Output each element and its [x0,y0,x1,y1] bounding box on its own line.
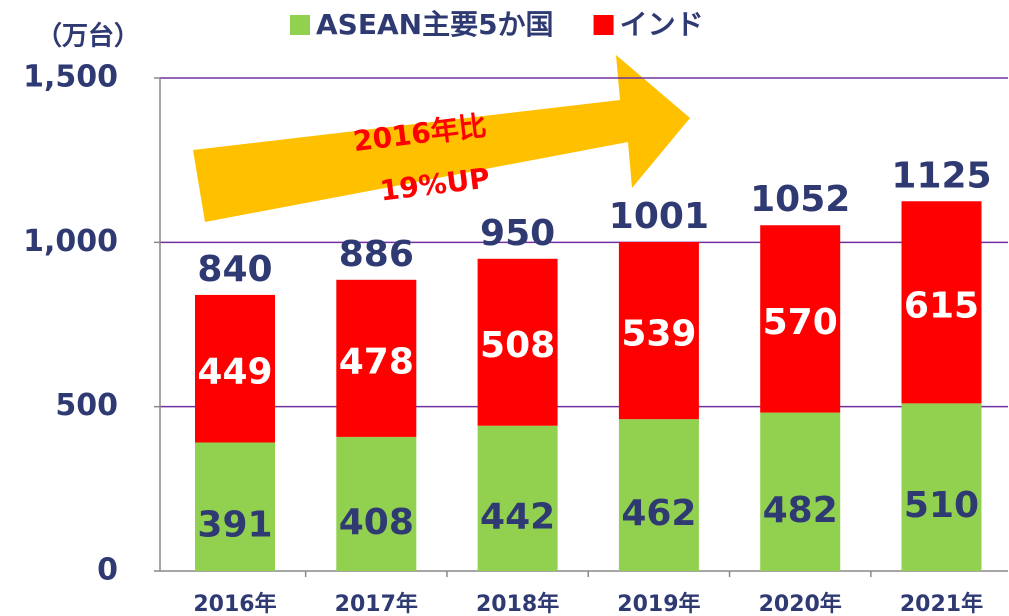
y-axis-label: （万台） [36,21,140,52]
x-tick-label: 2021年 [900,591,983,616]
bar-segment [901,201,982,404]
y-tick-label: 1,000 [23,224,118,259]
x-tick-label: 2017年 [335,591,418,616]
bar-segment [195,442,275,571]
bar-segment [901,403,982,571]
legend-label: インド [620,8,704,41]
y-tick-label: 0 [97,553,118,588]
data-label: 478 [339,341,414,382]
total-label: 1001 [609,196,709,237]
bar-segment [760,225,841,413]
data-label: 539 [621,314,696,355]
x-tick-label: 2020年 [759,591,842,616]
x-tick-label: 2019年 [617,591,700,616]
bar-segment [618,419,699,571]
data-label: 508 [480,325,555,366]
bar-segment [760,412,841,571]
data-label: 462 [621,493,696,534]
y-tick-label: 500 [55,388,118,423]
total-label: 886 [339,234,414,275]
bar-segment [336,436,417,571]
trend-arrow [193,55,690,222]
data-label: 570 [763,302,838,343]
data-label: 615 [904,285,979,326]
total-label: 950 [480,213,555,254]
legend-label: ASEAN主要5か国 [316,8,554,41]
data-label: 510 [904,485,979,526]
data-label: 482 [763,490,838,531]
data-label: 442 [480,496,555,537]
legend-swatch [290,15,310,35]
data-label: 408 [339,502,414,543]
x-tick-label: 2016年 [193,591,276,616]
x-tick-label: 2018年 [476,591,559,616]
bar-segment [477,258,558,426]
bar-segment [477,425,558,571]
data-label: 449 [197,352,272,393]
legend-swatch [593,15,614,35]
bar-segment [336,279,417,437]
total-label: 1125 [891,155,991,196]
bar-segment [618,242,699,420]
total-label: 840 [197,249,272,290]
bar-segment [195,294,275,443]
data-label: 391 [197,505,272,546]
total-label: 1052 [750,179,850,220]
y-tick-label: 1,500 [23,60,118,95]
